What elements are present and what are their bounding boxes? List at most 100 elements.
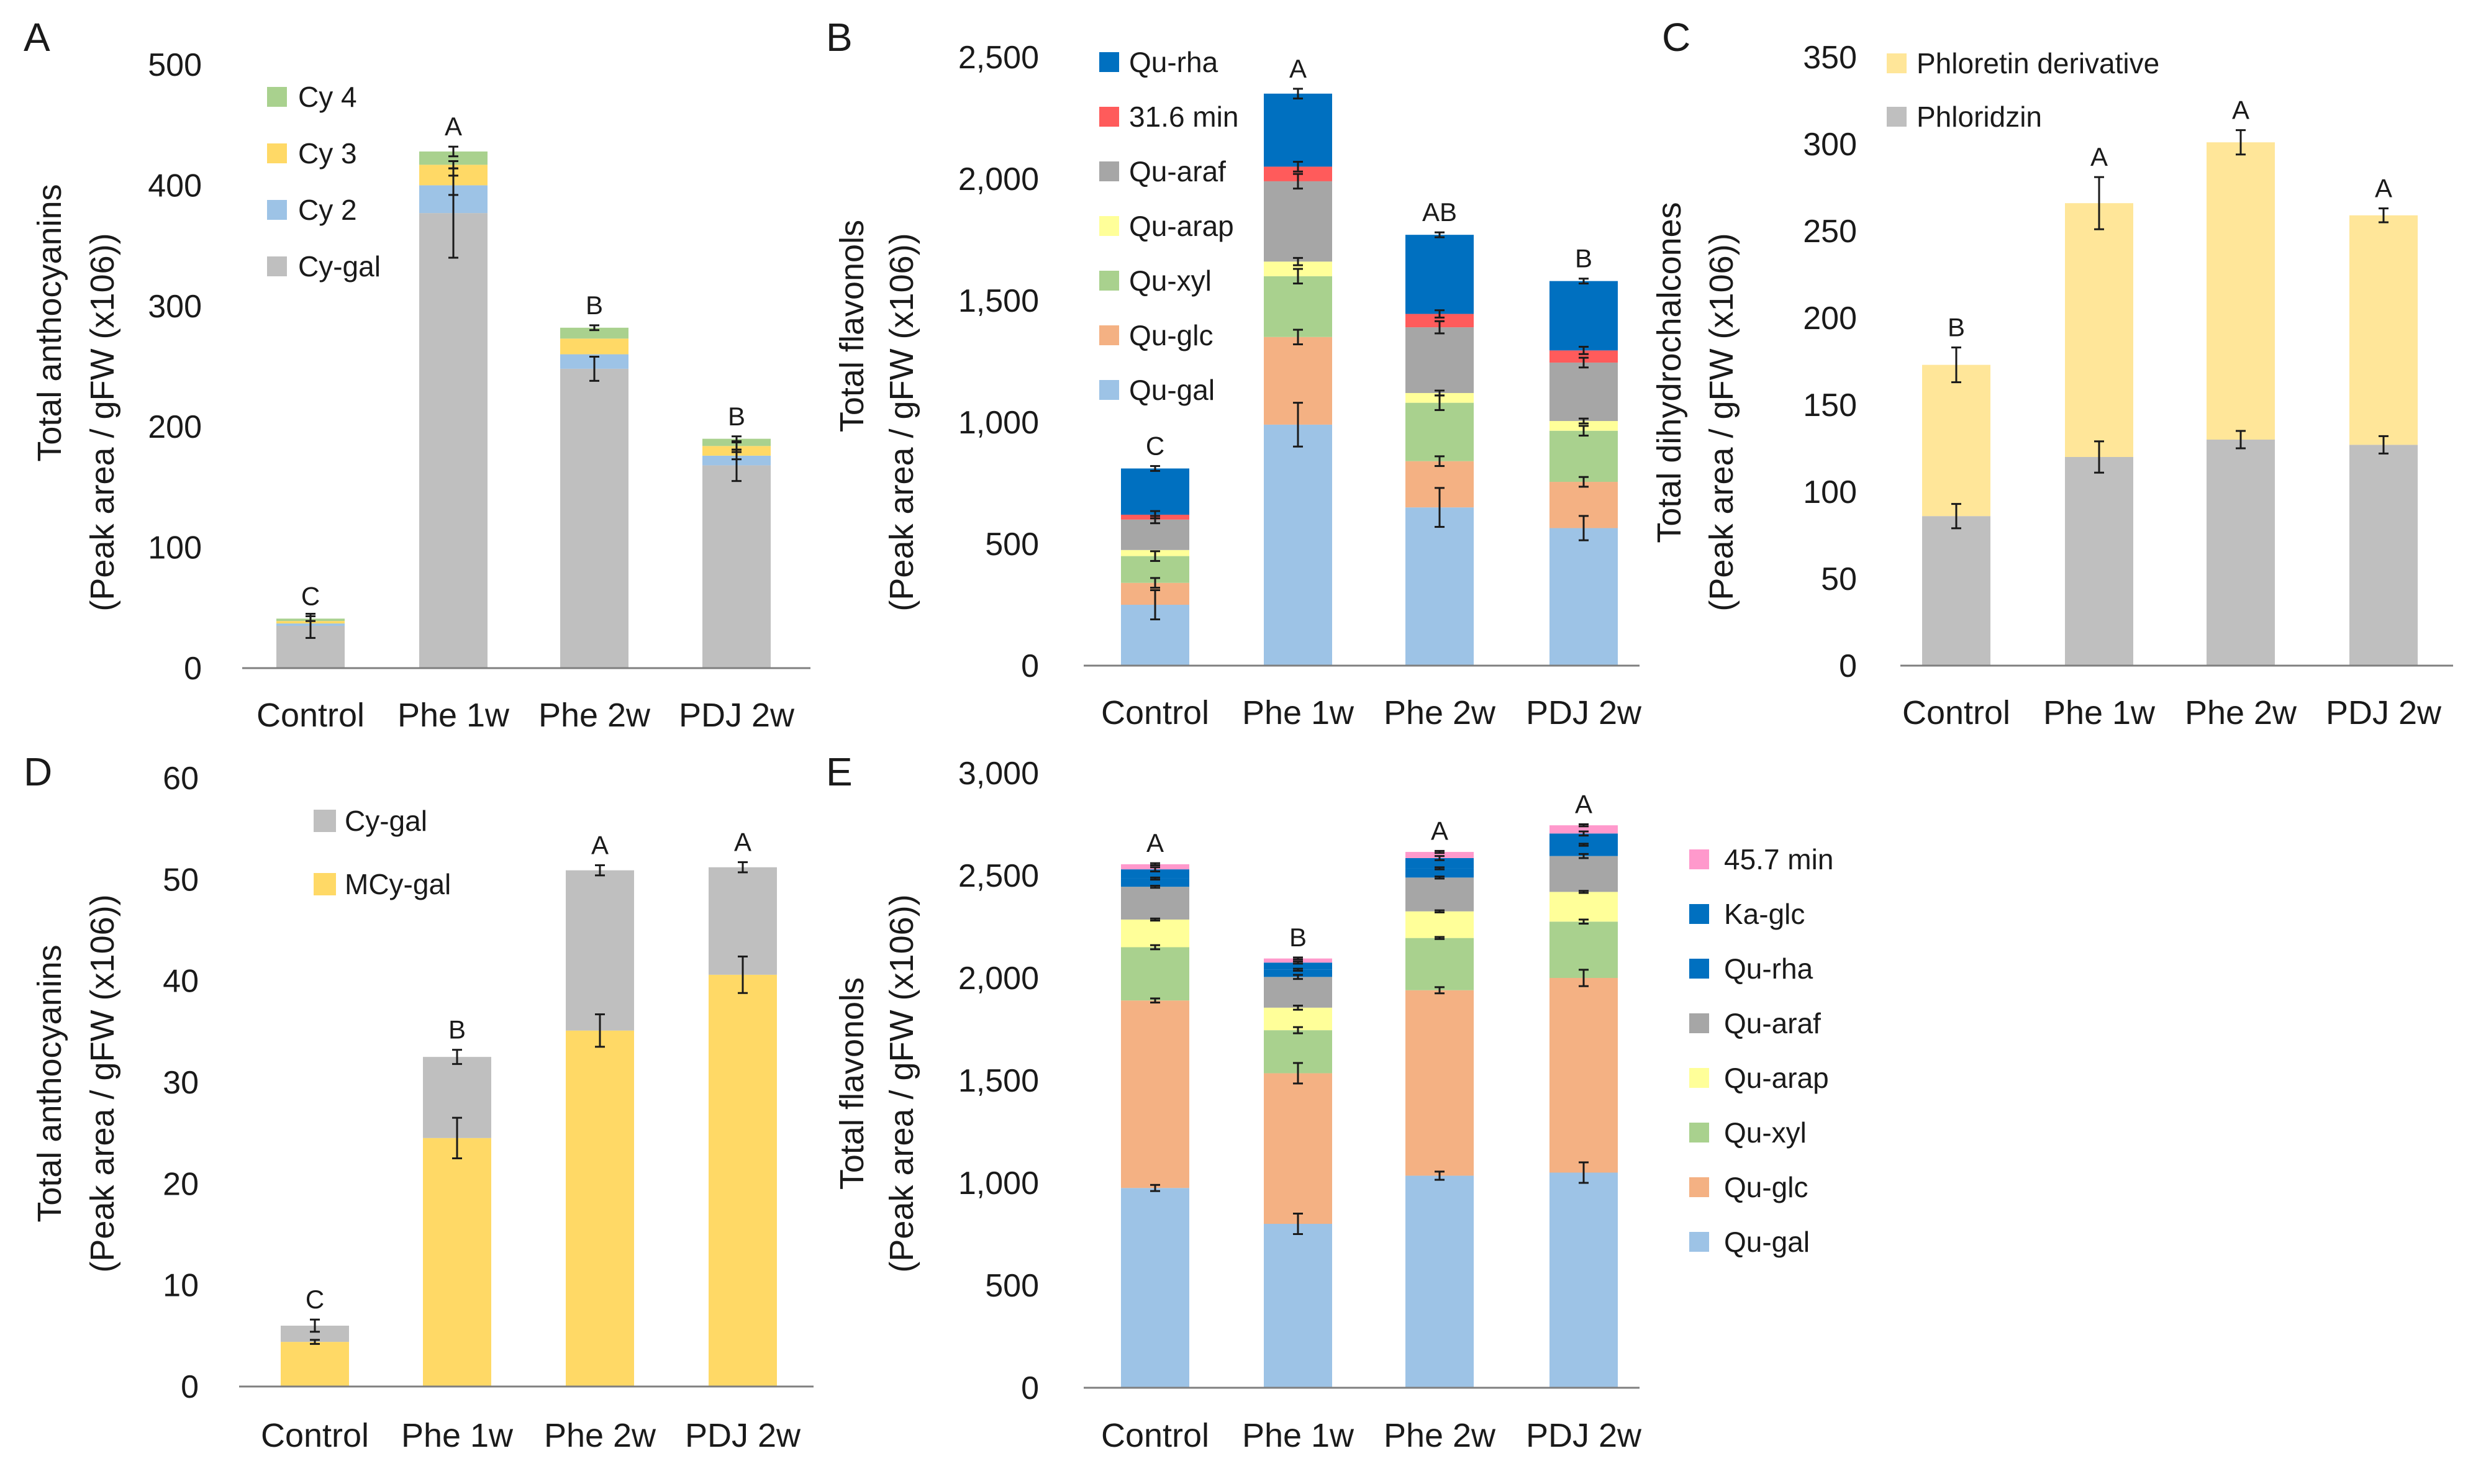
panel-e-bar-control-qu-rha [1121, 878, 1189, 887]
panel-e-bar-pdj-2w-qu-xyl [1549, 921, 1618, 978]
panel-e-bar-phe-1w-qu-gal [1264, 1224, 1332, 1388]
panel-e-error-bar-phe-2w-qu-glc [1435, 986, 1445, 995]
panel-b-legend-swatch-qu-xyl [1099, 271, 1119, 291]
panel-d-error-bar-pdj-2w-mcy-gal [738, 955, 748, 994]
panel-a-y-tick-label: 500 [148, 47, 202, 83]
panel-e-error-bar-phe-2w-qu-gal [1435, 1170, 1445, 1181]
panel-e-category-label-pdj-2w: PDJ 2w [1526, 1417, 1642, 1454]
panel-a-y-tick-label: 300 [148, 289, 202, 325]
panel-e-error-bar-pdj-2w-qu-arap [1579, 890, 1589, 894]
panel-b-error-bar-phe-2w-qu-glc [1435, 455, 1445, 468]
panel-c-error-bar-pdj-2w-phloridzin [2379, 435, 2389, 455]
panel-a-error-bar-pdj-2w-cy-2 [732, 451, 742, 461]
panel-e-category-label-control: Control [1101, 1417, 1209, 1454]
panel-e-legend-swatch-qu-araf [1689, 1013, 1709, 1033]
panel-b-significance-pdj-2w: B [1575, 244, 1592, 273]
panel-b-y-tick-label: 0 [1021, 648, 1039, 684]
panel-d-bar-phe-2w-mcy-gal [566, 1030, 634, 1387]
panel-d-error-bar-phe-1w-cy-gal [452, 1049, 462, 1065]
panel-e-legend-label-qu-rha: Qu-rha [1724, 952, 1813, 985]
panel-e-legend-label-ka-glc: Ka-glc [1724, 898, 1805, 930]
panel-a-significance-control: C [301, 581, 320, 610]
panel-c-legend: Phloretin derivative Phloridzin [1887, 47, 2159, 133]
panel-b-error-bar-phe-2w-qu-rha [1435, 231, 1445, 238]
panel-a-error-bar-phe-1w-cy-3 [448, 160, 458, 170]
panel-e-bar-phe-2w-qu-araf [1405, 877, 1474, 912]
panel-e-bar-phe-1w-45-7-min [1264, 958, 1332, 963]
panel-e-legend-label-qu-araf: Qu-araf [1724, 1007, 1821, 1039]
panel-a-legend-label-cy-3: Cy 3 [298, 137, 357, 170]
panel-a-error-bar-phe-1w-cy-4 [448, 145, 458, 158]
panel-c-error-bar-phe-2w-phloretin-derivative [2236, 129, 2246, 156]
panel-a-legend-swatch-cy-4 [267, 87, 287, 107]
panel-a-category-label-phe-1w: Phe 1w [397, 697, 510, 734]
panel-e-error-bar-control-qu-araf [1150, 885, 1160, 889]
panel-c-legend-label-phloretin-derivative: Phloretin derivative [1917, 47, 2159, 79]
panel-b-legend-label-31-6-min: 31.6 min [1129, 101, 1238, 133]
panel-b-bar-control-qu-rha [1121, 468, 1189, 515]
panel-a-legend-label-cy-4: Cy 4 [298, 81, 357, 113]
panel-a-y-tick-label: 400 [148, 168, 202, 204]
panel-e-bar-phe-2w-qu-gal [1405, 1175, 1474, 1388]
panel-b-error-bar-phe-2w-31-6-min [1435, 309, 1445, 319]
panel-d-y-tick-label: 10 [163, 1268, 199, 1304]
panel-c-significance-phe-2w: A [2232, 96, 2249, 125]
panel-b-y-tick-label: 2,500 [958, 40, 1039, 76]
panel-a-y-tick-label: 100 [148, 530, 202, 566]
panel-e-y-tick-label: 1,500 [958, 1063, 1039, 1099]
panel-c-error-bar-pdj-2w-phloretin-derivative [2379, 207, 2389, 224]
panel-e-error-bar-phe-1w-qu-gal [1293, 1213, 1303, 1235]
panel-d-y-tick-label: 60 [163, 761, 199, 797]
panel-b-legend-label-qu-gal: Qu-gal [1129, 374, 1215, 406]
panel-b-y-axis-subtitle: (Peak area / gFW (x106)) [883, 233, 920, 611]
panel-d-category-label-phe-2w: Phe 2w [544, 1417, 656, 1454]
panel-e-legend-swatch-qu-glc [1689, 1177, 1709, 1197]
panel-d-error-bar-phe-2w-mcy-gal [595, 1013, 605, 1048]
panel-e-legend-label-qu-glc: Qu-glc [1724, 1171, 1808, 1203]
panel-c-bar-phe-2w-phloretin-derivative [2207, 142, 2275, 440]
panel-e-y-tick-label: 2,500 [958, 858, 1039, 894]
panel-e-bar-phe-2w-ka-glc [1405, 857, 1474, 869]
panel-d-significance-pdj-2w: A [734, 828, 751, 857]
panel-d-error-bar-control-cy-gal [310, 1318, 320, 1333]
panel-b-error-bar-phe-1w-qu-glc [1293, 328, 1303, 346]
panel-e-bar-phe-2w-qu-xyl [1405, 938, 1474, 990]
panel-b-significance-control: C [1146, 432, 1164, 461]
panel-e-error-bar-phe-1w-qu-araf [1293, 974, 1303, 980]
panel-d-significance-phe-2w: A [591, 830, 609, 859]
panel-b-error-bar-pdj-2w-qu-xyl [1579, 425, 1589, 437]
panel-d-category-label-control: Control [261, 1417, 369, 1454]
panel-e-bar-control-qu-gal [1121, 1188, 1189, 1388]
panel-b-significance-phe-1w: A [1289, 54, 1307, 83]
panel-e-y-tick-label: 0 [1021, 1370, 1039, 1406]
panel-e-bar-pdj-2w-qu-rha [1549, 844, 1618, 856]
panel-a-significance-phe-1w: A [445, 112, 462, 141]
panel-b-legend-swatch-qu-rha [1099, 52, 1119, 72]
panel-e-error-bar-pdj-2w-qu-xyl [1579, 918, 1589, 925]
panel-e-error-bar-phe-1w-qu-glc [1293, 1062, 1303, 1085]
panel-b-category-label-phe-1w: Phe 1w [1242, 694, 1354, 731]
panel-c-y-tick-label: 150 [1803, 387, 1857, 423]
panel-b-legend-label-qu-arap: Qu-arap [1129, 210, 1234, 242]
panel-e-letter: E [826, 749, 853, 794]
panel-b-legend-swatch-qu-glc [1099, 325, 1119, 345]
panel-d-category-label-pdj-2w: PDJ 2w [685, 1417, 801, 1454]
panel-e-error-bar-pdj-2w-45-7-min [1579, 823, 1589, 828]
panel-e-bar-pdj-2w-qu-araf [1549, 856, 1618, 892]
panel-e-bar-pdj-2w-qu-glc [1549, 978, 1618, 1173]
panel-e-y-tick-label: 3,000 [958, 756, 1039, 792]
panel-e-y-tick-label: 500 [985, 1268, 1039, 1304]
panel-c-legend-swatch-phloridzin [1887, 107, 1907, 127]
panel-c-error-bar-phe-1w-phloretin-derivative [2094, 176, 2104, 230]
panel-b-bar-phe-2w-qu-araf [1405, 327, 1474, 393]
panel-e-error-bar-phe-2w-ka-glc [1435, 855, 1445, 861]
panel-a-y-axis-title: Total anthocyanins [31, 184, 68, 461]
panel-e-error-bar-phe-2w-qu-xyl [1435, 936, 1445, 940]
panel-b-error-bar-phe-1w-qu-gal [1293, 402, 1303, 448]
panel-b-y-axis-title: Total flavonols [833, 220, 871, 432]
panel-e-significance-control: A [1146, 828, 1164, 857]
panel-b-error-bar-phe-2w-qu-arap [1435, 389, 1445, 397]
panel-b-error-bar-phe-1w-qu-araf [1293, 173, 1303, 190]
panel-b-bar-pdj-2w-qu-gal [1549, 528, 1618, 666]
panel-e-bar-phe-1w-qu-glc [1264, 1073, 1332, 1224]
